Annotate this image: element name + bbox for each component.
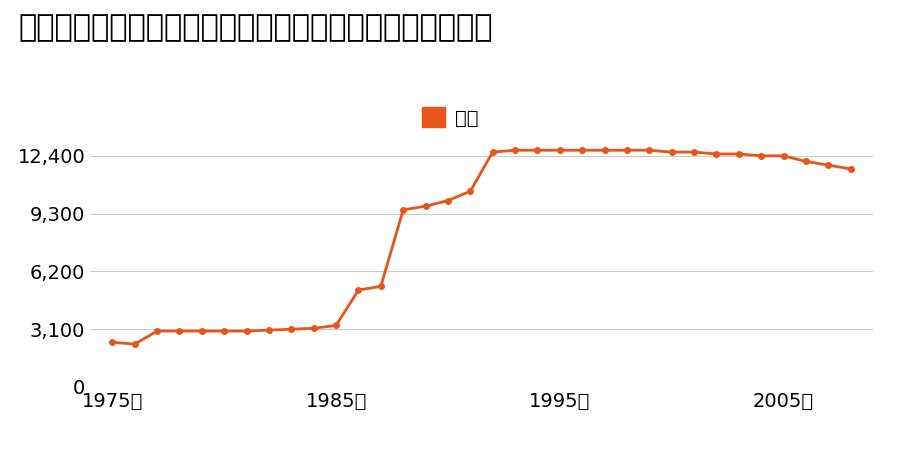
Legend: 価格: 価格 bbox=[414, 100, 486, 136]
Text: 滋賀県東浅井郡びわ町大字富田字籔越２７８番の地価推移: 滋賀県東浅井郡びわ町大字富田字籔越２７８番の地価推移 bbox=[18, 14, 492, 42]
